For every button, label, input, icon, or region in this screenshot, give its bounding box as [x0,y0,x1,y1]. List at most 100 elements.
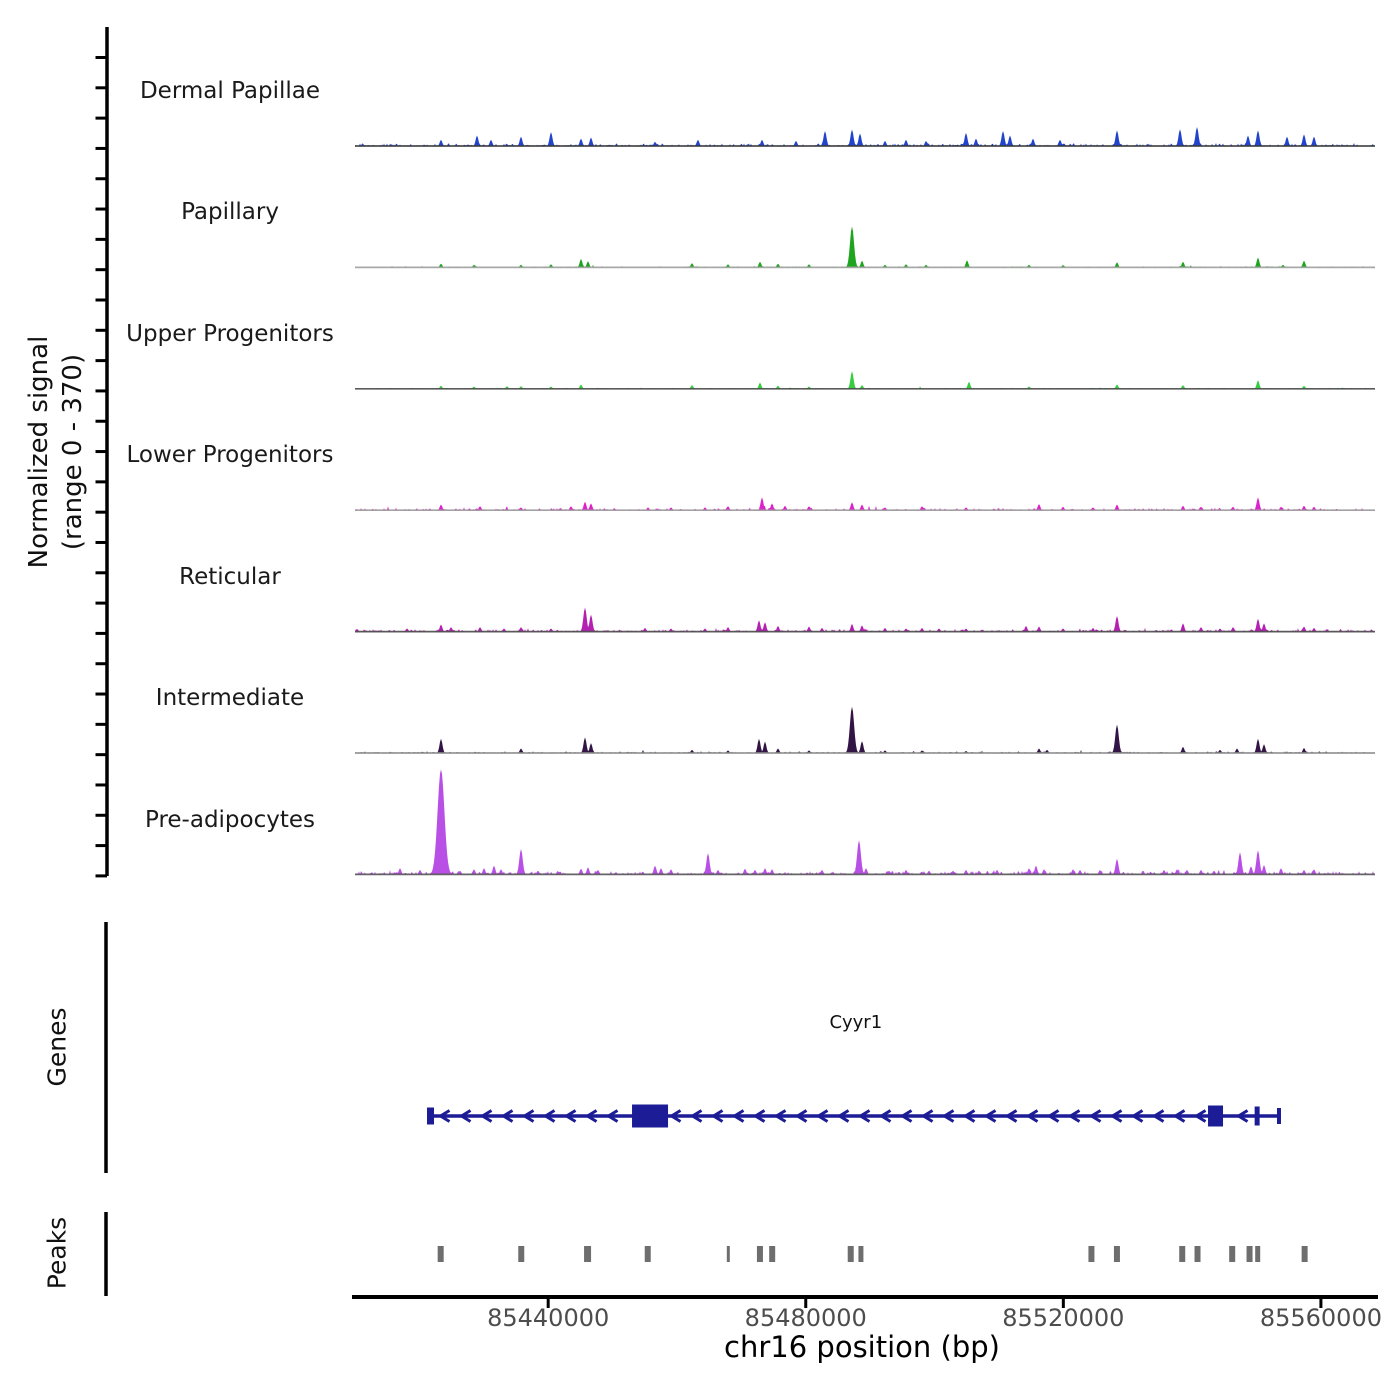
exon-box [1276,1108,1281,1124]
gene-strand-arrow-icon [794,1109,808,1123]
gene-strand-arrow-icon [773,1109,787,1123]
gene-model [427,1104,1281,1128]
gene-strand-arrow-icon [857,1109,871,1123]
peak-box [756,1246,763,1262]
gene-strand-arrow-icon [563,1109,577,1123]
gene-strand-arrow-icon [1004,1109,1018,1123]
gene-strand-arrow-icon [920,1109,934,1123]
gene-strand-arrow-icon [458,1109,472,1123]
peak-box [1179,1246,1186,1262]
signal-path [355,769,1375,875]
genes-section-label: Genes [43,1007,72,1086]
peak-box [847,1246,854,1262]
track-label-lower-progenitors: Lower Progenitors [127,442,334,468]
signal-path [355,226,1375,268]
gene-strand-arrow-icon [752,1109,766,1123]
y-axis: Normalized signal (range 0 - 370) [24,27,109,878]
gene-strand-arrow-icon [1025,1109,1039,1123]
peak-box [584,1246,592,1262]
gene-strand-arrow-icon [836,1109,850,1123]
exon-box [1254,1106,1260,1126]
gene-strand-arrow-icon [1172,1109,1186,1123]
gene-strand-arrow-icon [962,1109,976,1123]
signal-track [355,769,1375,876]
track-label-dermal-papillae: Dermal Papillae [140,78,320,104]
gene-strand-arrow-icon [941,1109,955,1123]
gene-strand-arrow-icon [1151,1109,1165,1123]
signal-track [355,371,1375,390]
gene-strand-arrow-icon [500,1109,514,1123]
peak-box [1229,1246,1236,1262]
peak-box [1246,1246,1253,1262]
peak-box [644,1246,651,1262]
track-label-upper-progenitors: Upper Progenitors [126,321,334,347]
signal-path [355,127,1375,146]
signal-track [355,127,1375,147]
peak-box [1255,1246,1261,1262]
gene-strand-arrow-icon [878,1109,892,1123]
gene-strand-arrow-icon [1130,1109,1144,1123]
gene-section: Genes Cyyr1 [43,922,1281,1173]
gene-strand-arrow-icon [1109,1109,1123,1123]
gene-strand-arrow-icon [521,1109,535,1123]
track-label-reticular: Reticular [179,564,281,590]
gene-strand-arrow-icon [1235,1109,1249,1123]
exon-box [1208,1105,1224,1127]
track-label-papillary: Papillary [181,199,279,225]
gene-strand-arrow-icon [1067,1109,1081,1123]
signal-tracks [355,127,1375,876]
signal-track [355,497,1375,512]
gene-strand-arrow-icon [815,1109,829,1123]
gene-name-label: Cyyr1 [829,1012,882,1033]
gene-strand-arrow-icon [1088,1109,1102,1123]
peak-box [437,1246,444,1262]
exon-box [427,1107,435,1125]
track-labels: Dermal Papillae Papillary Upper Progenit… [126,78,334,833]
signal-path [355,607,1375,632]
peak-box [1113,1246,1120,1262]
gene-strand-arrow-icon [899,1109,913,1123]
y-axis-label-line2: (range 0 - 370) [58,354,88,550]
signal-track [355,607,1375,633]
peaks-section-label: Peaks [43,1217,72,1289]
x-tick-label-85520000: 85520000 [1002,1304,1124,1332]
peak-box [769,1246,776,1262]
signal-track [355,226,1375,269]
gene-strand-arrow-icon [584,1109,598,1123]
track-label-intermediate: Intermediate [156,685,304,711]
gene-strand-arrow-icon [1046,1109,1060,1123]
x-axis-title: chr16 position (bp) [724,1330,1000,1364]
peak-interval-boxes [437,1246,1308,1262]
y-axis-label-line1: Normalized signal [24,336,54,569]
gene-strand-arrow-icon [542,1109,556,1123]
peak-box [726,1246,730,1262]
gene-strand-arrow-icon [689,1109,703,1123]
gene-strand-arrow-icon [605,1109,619,1123]
gene-strand-arrow-icon [479,1109,493,1123]
gene-strand-arrow-icon [1193,1109,1207,1123]
peaks-section: Peaks [43,1212,1308,1296]
exon-box [632,1104,669,1128]
x-tick-label-85440000: 85440000 [487,1304,609,1332]
track-label-pre-adipocytes: Pre-adipocytes [145,807,315,833]
signal-path [355,371,1375,389]
x-axis-ticks [546,1297,1323,1308]
signal-path [355,706,1375,753]
gene-strand-arrow-icon [983,1109,997,1123]
peak-box [858,1246,864,1262]
signal-track [355,706,1375,754]
gene-strand-arrow-icon [731,1109,745,1123]
y-axis-ticks [95,56,107,878]
x-axis: 85440000 85480000 85520000 85560000 chr1… [352,1295,1382,1364]
gene-strand-arrow-icon [437,1109,451,1123]
x-tick-label-85560000: 85560000 [1260,1304,1382,1332]
peak-box [1194,1246,1201,1262]
peak-box [1088,1246,1095,1262]
signal-path [355,497,1375,511]
peak-box [518,1246,525,1262]
x-tick-label-85480000: 85480000 [745,1304,867,1332]
gene-strand-arrow-icon [710,1109,724,1123]
peak-box [1301,1246,1308,1262]
